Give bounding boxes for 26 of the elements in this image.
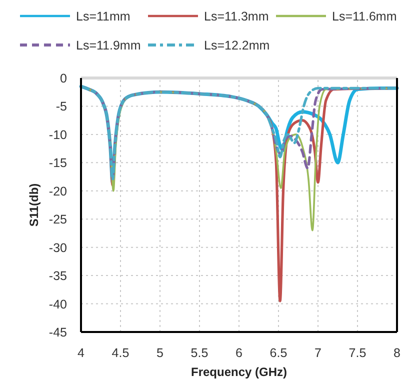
y-tick-label: -40	[48, 297, 68, 312]
y-tick-label: -20	[48, 184, 68, 198]
y-axis-title: S11(db)	[27, 183, 41, 227]
legend-label: Ls=11.6mm	[332, 10, 397, 24]
y-tick-label: -25	[48, 212, 68, 227]
legend-label: Ls=12.2mm	[204, 38, 270, 52]
x-tick-label: 5.5	[190, 346, 208, 360]
y-tick-label: -5	[56, 100, 68, 114]
x-axis-title: Frequency (GHz)	[190, 365, 288, 379]
legend-label: Ls=11mm	[76, 10, 130, 24]
legend-label: Ls=11.3mm	[204, 10, 269, 24]
legend-label: Ls=11.9mm	[76, 38, 141, 52]
x-tick-label: 5	[156, 346, 164, 360]
y-tick-label: -45	[48, 326, 68, 340]
y-tick-label: 0	[60, 72, 68, 86]
x-tick-label: 4.5	[112, 346, 130, 360]
x-tick-label: 8	[394, 346, 401, 360]
x-tick-label: 6	[236, 346, 243, 360]
x-tick-label: 7	[314, 346, 322, 360]
x-tick-label: 7.5	[348, 346, 366, 360]
y-tick-label: -10	[48, 128, 68, 142]
x-tick-label: 6.5	[270, 346, 288, 360]
y-tick-label: -15	[48, 156, 68, 170]
y-tick-label: -35	[48, 269, 68, 284]
x-tick-label: 4	[78, 346, 85, 360]
y-tick-label: -30	[48, 240, 68, 255]
